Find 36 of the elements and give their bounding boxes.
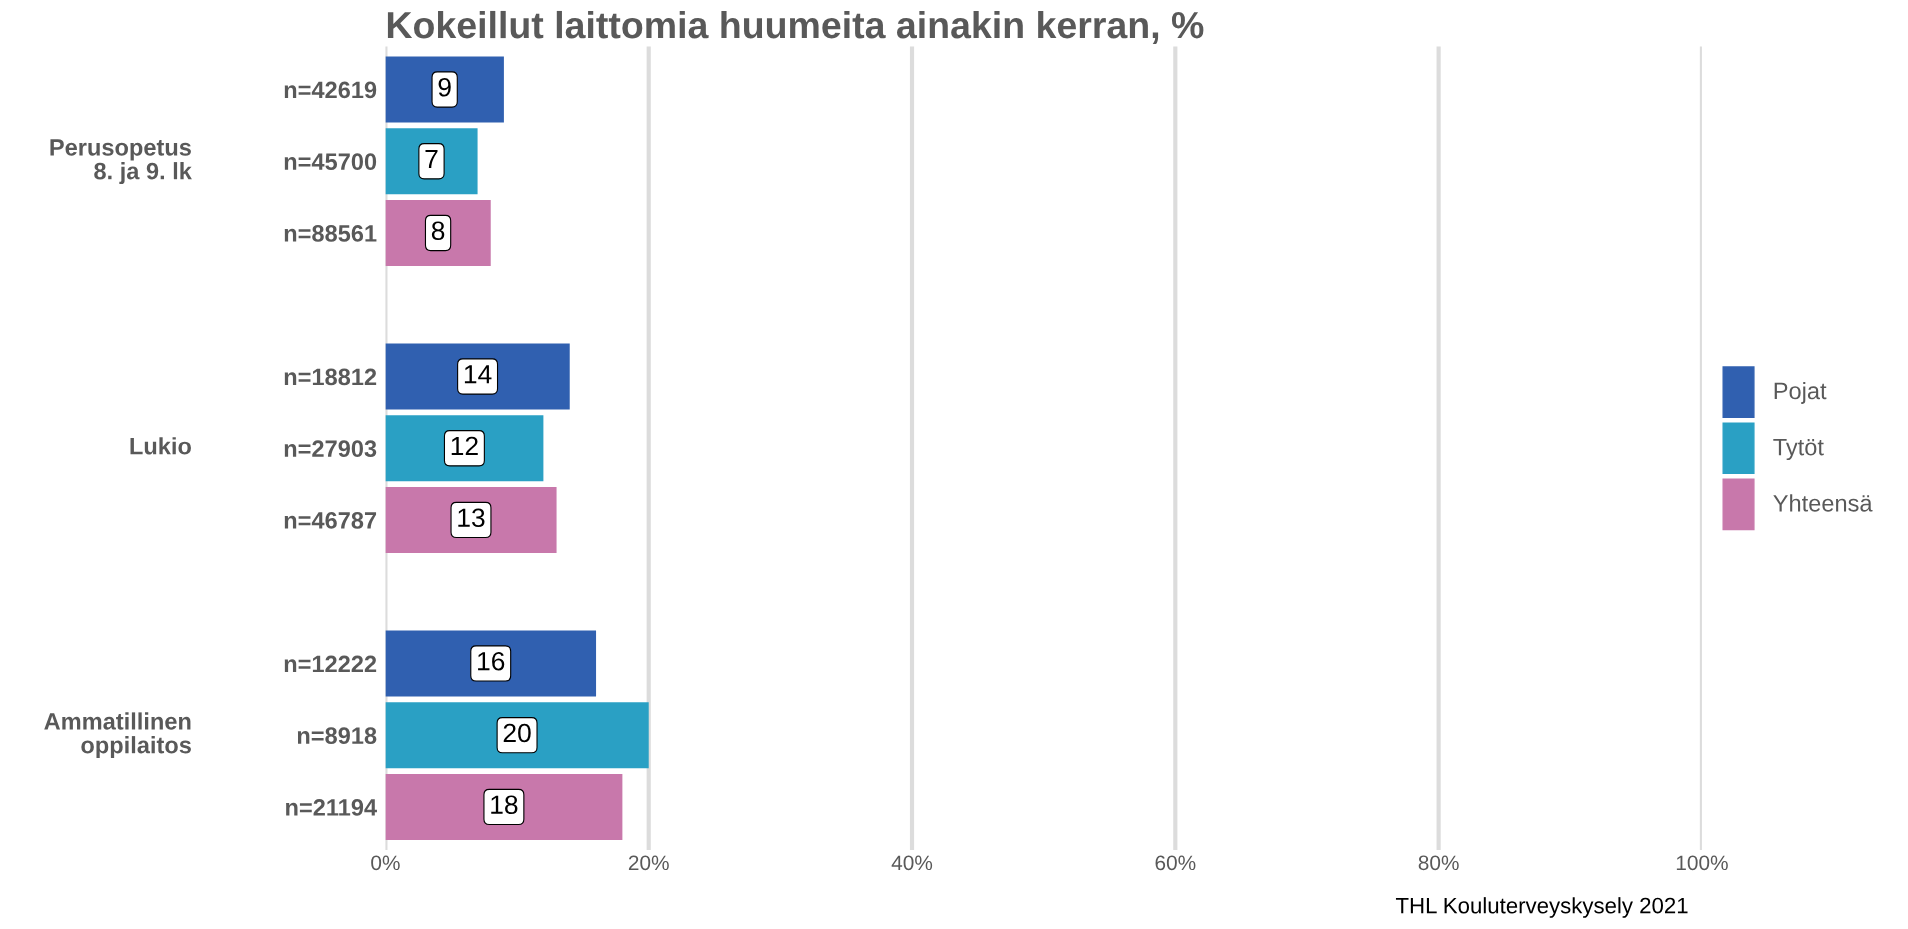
- data-label: 7: [425, 149, 438, 169]
- bar: [385, 773, 623, 840]
- data-label: 8: [431, 221, 445, 241]
- y-tick-label: n=21194: [286, 799, 377, 816]
- x-tick-label: 60%: [1155, 855, 1196, 871]
- data-label: 9: [438, 77, 451, 97]
- chart-title: Kokeillut laittomia huumeita ainakin kerran, %: [387, 10, 1204, 44]
- legend-label: Tytöt: [1773, 438, 1824, 461]
- text: Ammatillinen oppilaitos: [44, 712, 191, 759]
- data-label: 14: [464, 365, 492, 384]
- y-tick-label: n=45700: [284, 153, 377, 171]
- text: Lukio: [130, 437, 191, 455]
- y-tick-label: n=46787: [284, 512, 377, 529]
- bar: [385, 630, 597, 697]
- text: Perusopetus 8. ja 9. lk: [50, 139, 192, 185]
- x-tick-label: 0%: [371, 855, 400, 871]
- legend-label: Yhteensä: [1773, 494, 1873, 512]
- legend-label: Pojat: [1774, 381, 1827, 404]
- bar: [385, 343, 570, 410]
- y-tick-label: n=12222: [284, 655, 377, 673]
- data-label: 12: [451, 436, 478, 456]
- x-tick-label: 100%: [1676, 855, 1728, 871]
- bar: [385, 702, 649, 769]
- data-label: 20: [503, 723, 531, 743]
- x-tick-label: 40%: [891, 855, 933, 871]
- data-label: 13: [458, 508, 485, 528]
- data-label: 16: [478, 651, 505, 671]
- y-tick-label: n=8918: [297, 727, 377, 745]
- y-tick-label: n=27903: [284, 440, 377, 458]
- data-label: 18: [491, 795, 518, 815]
- y-tick-label: n=88561: [284, 225, 377, 242]
- x-tick-label: 20%: [628, 855, 669, 871]
- y-tick-label: n=18812: [284, 368, 377, 386]
- y-tick-label: n=42619: [284, 81, 377, 99]
- x-tick-label: 80%: [1418, 855, 1459, 871]
- text: THL Kouluterveyskysely 2021: [1395, 897, 1688, 918]
